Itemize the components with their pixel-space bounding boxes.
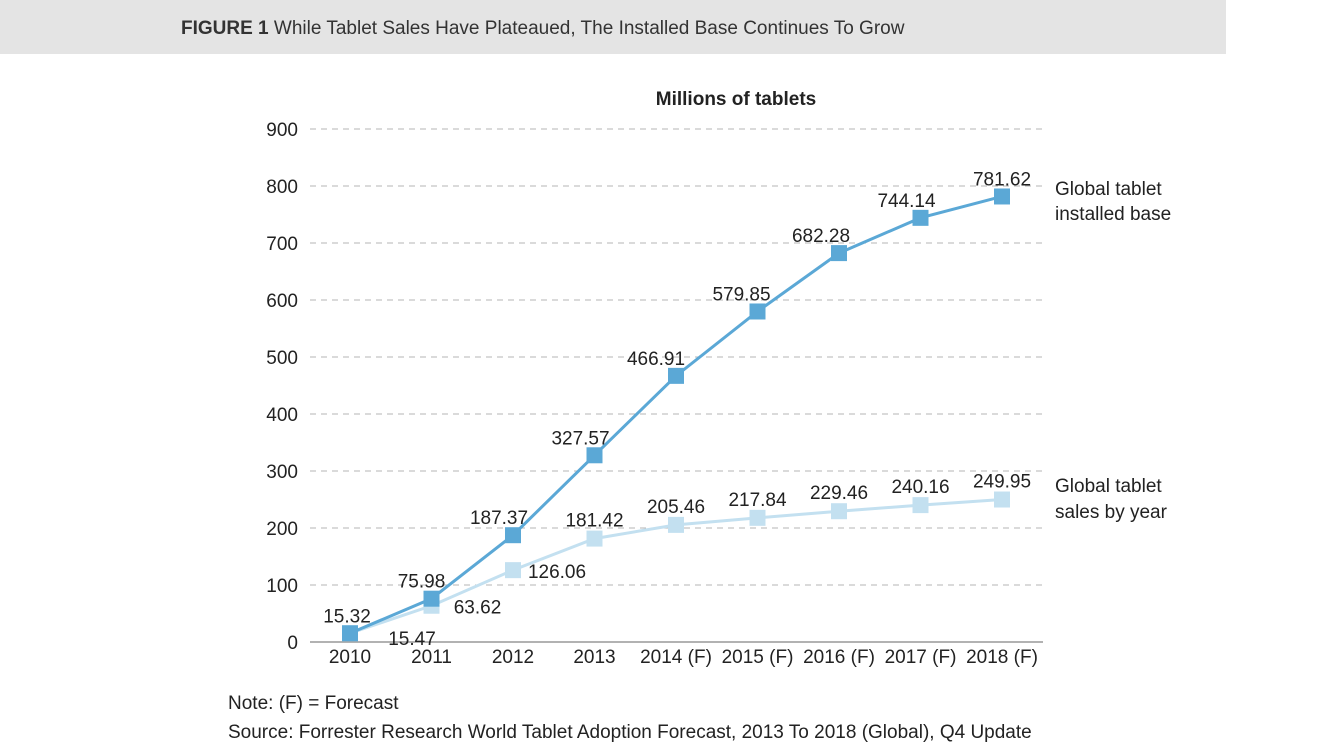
data-point-installed-base xyxy=(342,625,358,642)
data-point-installed-base xyxy=(668,367,684,384)
data-label-installed-base: 15.32 xyxy=(323,606,371,627)
series-name-label: Global tablet xyxy=(1055,179,1162,200)
data-label-sales: 181.42 xyxy=(565,511,623,532)
data-label-installed-base: 75.98 xyxy=(398,572,446,593)
data-label-sales: 15.47 xyxy=(388,629,436,650)
y-tick-label: 800 xyxy=(266,177,298,198)
x-tick-label: 2014 (F) xyxy=(640,647,712,668)
y-tick-label: 700 xyxy=(266,234,298,255)
data-label-installed-base: 744.14 xyxy=(877,191,936,212)
y-tick-label: 0 xyxy=(287,633,298,654)
y-tick-label: 500 xyxy=(266,348,298,369)
x-tick-label: 2011 xyxy=(411,647,452,668)
data-label-installed-base: 187.37 xyxy=(470,508,528,529)
y-tick-label: 100 xyxy=(266,576,298,597)
chart-title: Millions of tablets xyxy=(656,89,816,110)
data-label-installed-base: 466.91 xyxy=(627,349,685,370)
data-point-installed-base xyxy=(586,447,603,464)
data-point-installed-base xyxy=(831,245,847,262)
data-label-sales: 205.46 xyxy=(647,497,705,518)
figure-header: FIGURE 1 While Tablet Sales Have Plateau… xyxy=(181,18,904,40)
data-point-installed-base xyxy=(505,527,521,544)
data-label-installed-base: 327.57 xyxy=(551,428,609,449)
figure-header-bar xyxy=(0,0,1226,54)
series-name-label: Global tablet xyxy=(1055,476,1162,497)
data-point-sales xyxy=(749,509,766,526)
x-tick-label: 2018 (F) xyxy=(966,647,1038,668)
y-tick-label: 600 xyxy=(266,291,298,312)
data-label-sales: 63.62 xyxy=(454,598,502,619)
x-tick-label: 2016 (F) xyxy=(803,647,875,668)
data-label-sales: 240.16 xyxy=(891,477,949,498)
data-point-sales xyxy=(831,503,847,520)
data-point-installed-base xyxy=(423,590,440,607)
figure-title: While Tablet Sales Have Plateaued, The I… xyxy=(273,18,905,39)
x-tick-label: 2013 xyxy=(573,647,615,668)
data-label-installed-base: 579.85 xyxy=(712,284,770,305)
data-point-installed-base xyxy=(912,209,929,226)
data-label-installed-base: 781.62 xyxy=(973,169,1031,190)
x-tick-label: 2017 (F) xyxy=(885,647,957,668)
data-point-sales xyxy=(912,497,929,514)
data-point-sales xyxy=(994,491,1010,508)
data-point-sales xyxy=(505,562,521,579)
data-point-sales xyxy=(586,530,603,547)
series-line-installed-base xyxy=(349,195,1003,635)
data-point-installed-base xyxy=(749,303,766,320)
x-tick-label: 2015 (F) xyxy=(722,647,794,668)
y-tick-label: 400 xyxy=(266,405,298,426)
y-tick-label: 900 xyxy=(266,120,298,141)
data-label-sales: 229.46 xyxy=(810,483,868,504)
y-tick-label: 300 xyxy=(266,462,298,483)
data-label-sales: 249.95 xyxy=(973,472,1031,493)
data-point-installed-base xyxy=(994,188,1010,205)
data-label-installed-base: 682.28 xyxy=(792,226,850,247)
x-tick-label: 2012 xyxy=(492,647,534,668)
figure-label: FIGURE 1 xyxy=(181,18,269,39)
y-tick-label: 200 xyxy=(266,519,298,540)
data-label-sales: 217.84 xyxy=(728,490,787,511)
x-tick-label: 2010 xyxy=(329,647,371,668)
forecast-note: Note: (F) = Forecast xyxy=(228,693,399,714)
data-point-sales xyxy=(668,516,684,533)
data-label-sales: 126.06 xyxy=(528,562,586,583)
source-note: Source: Forrester Research World Tablet … xyxy=(228,722,1032,743)
series-name-label: sales by year xyxy=(1055,502,1168,523)
series-name-label: installed base xyxy=(1055,204,1171,225)
